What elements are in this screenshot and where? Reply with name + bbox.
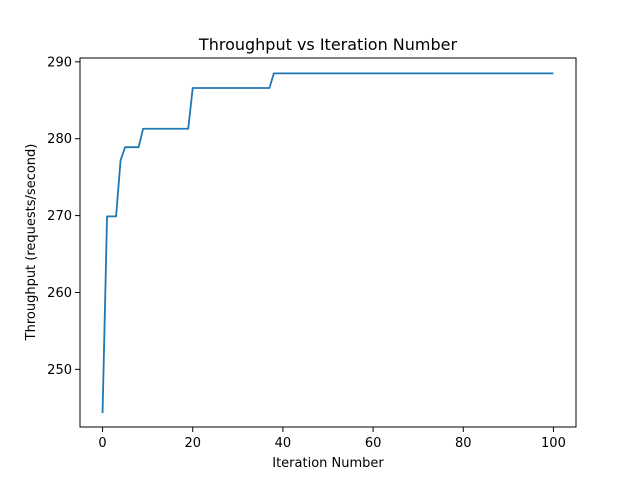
x-tick-label: 0 — [98, 436, 106, 451]
x-tick-label: 20 — [184, 436, 201, 451]
y-tick-label: 290 — [47, 55, 72, 70]
y-tick-label: 270 — [47, 209, 72, 224]
plot-area — [101, 72, 554, 414]
x-tick-label: 40 — [275, 436, 292, 451]
x-axis-label: Iteration Number — [272, 456, 384, 471]
x-tick-label: 80 — [455, 436, 472, 451]
chart-title: Throughput vs Iteration Number — [198, 35, 458, 54]
x-tick-label: 100 — [541, 436, 566, 451]
x-axis: 0 20 40 60 80 100 — [98, 427, 566, 451]
x-tick-label: 60 — [365, 436, 382, 451]
y-tick-label: 250 — [47, 363, 72, 378]
y-tick-label: 280 — [47, 132, 72, 147]
plot-frame — [79, 57, 577, 428]
y-tick-label: 260 — [47, 286, 72, 301]
series-line-0 — [101, 72, 554, 414]
y-axis-label: Throughput (requests/second) — [24, 144, 39, 342]
y-axis: 250 260 270 280 290 — [47, 55, 80, 378]
